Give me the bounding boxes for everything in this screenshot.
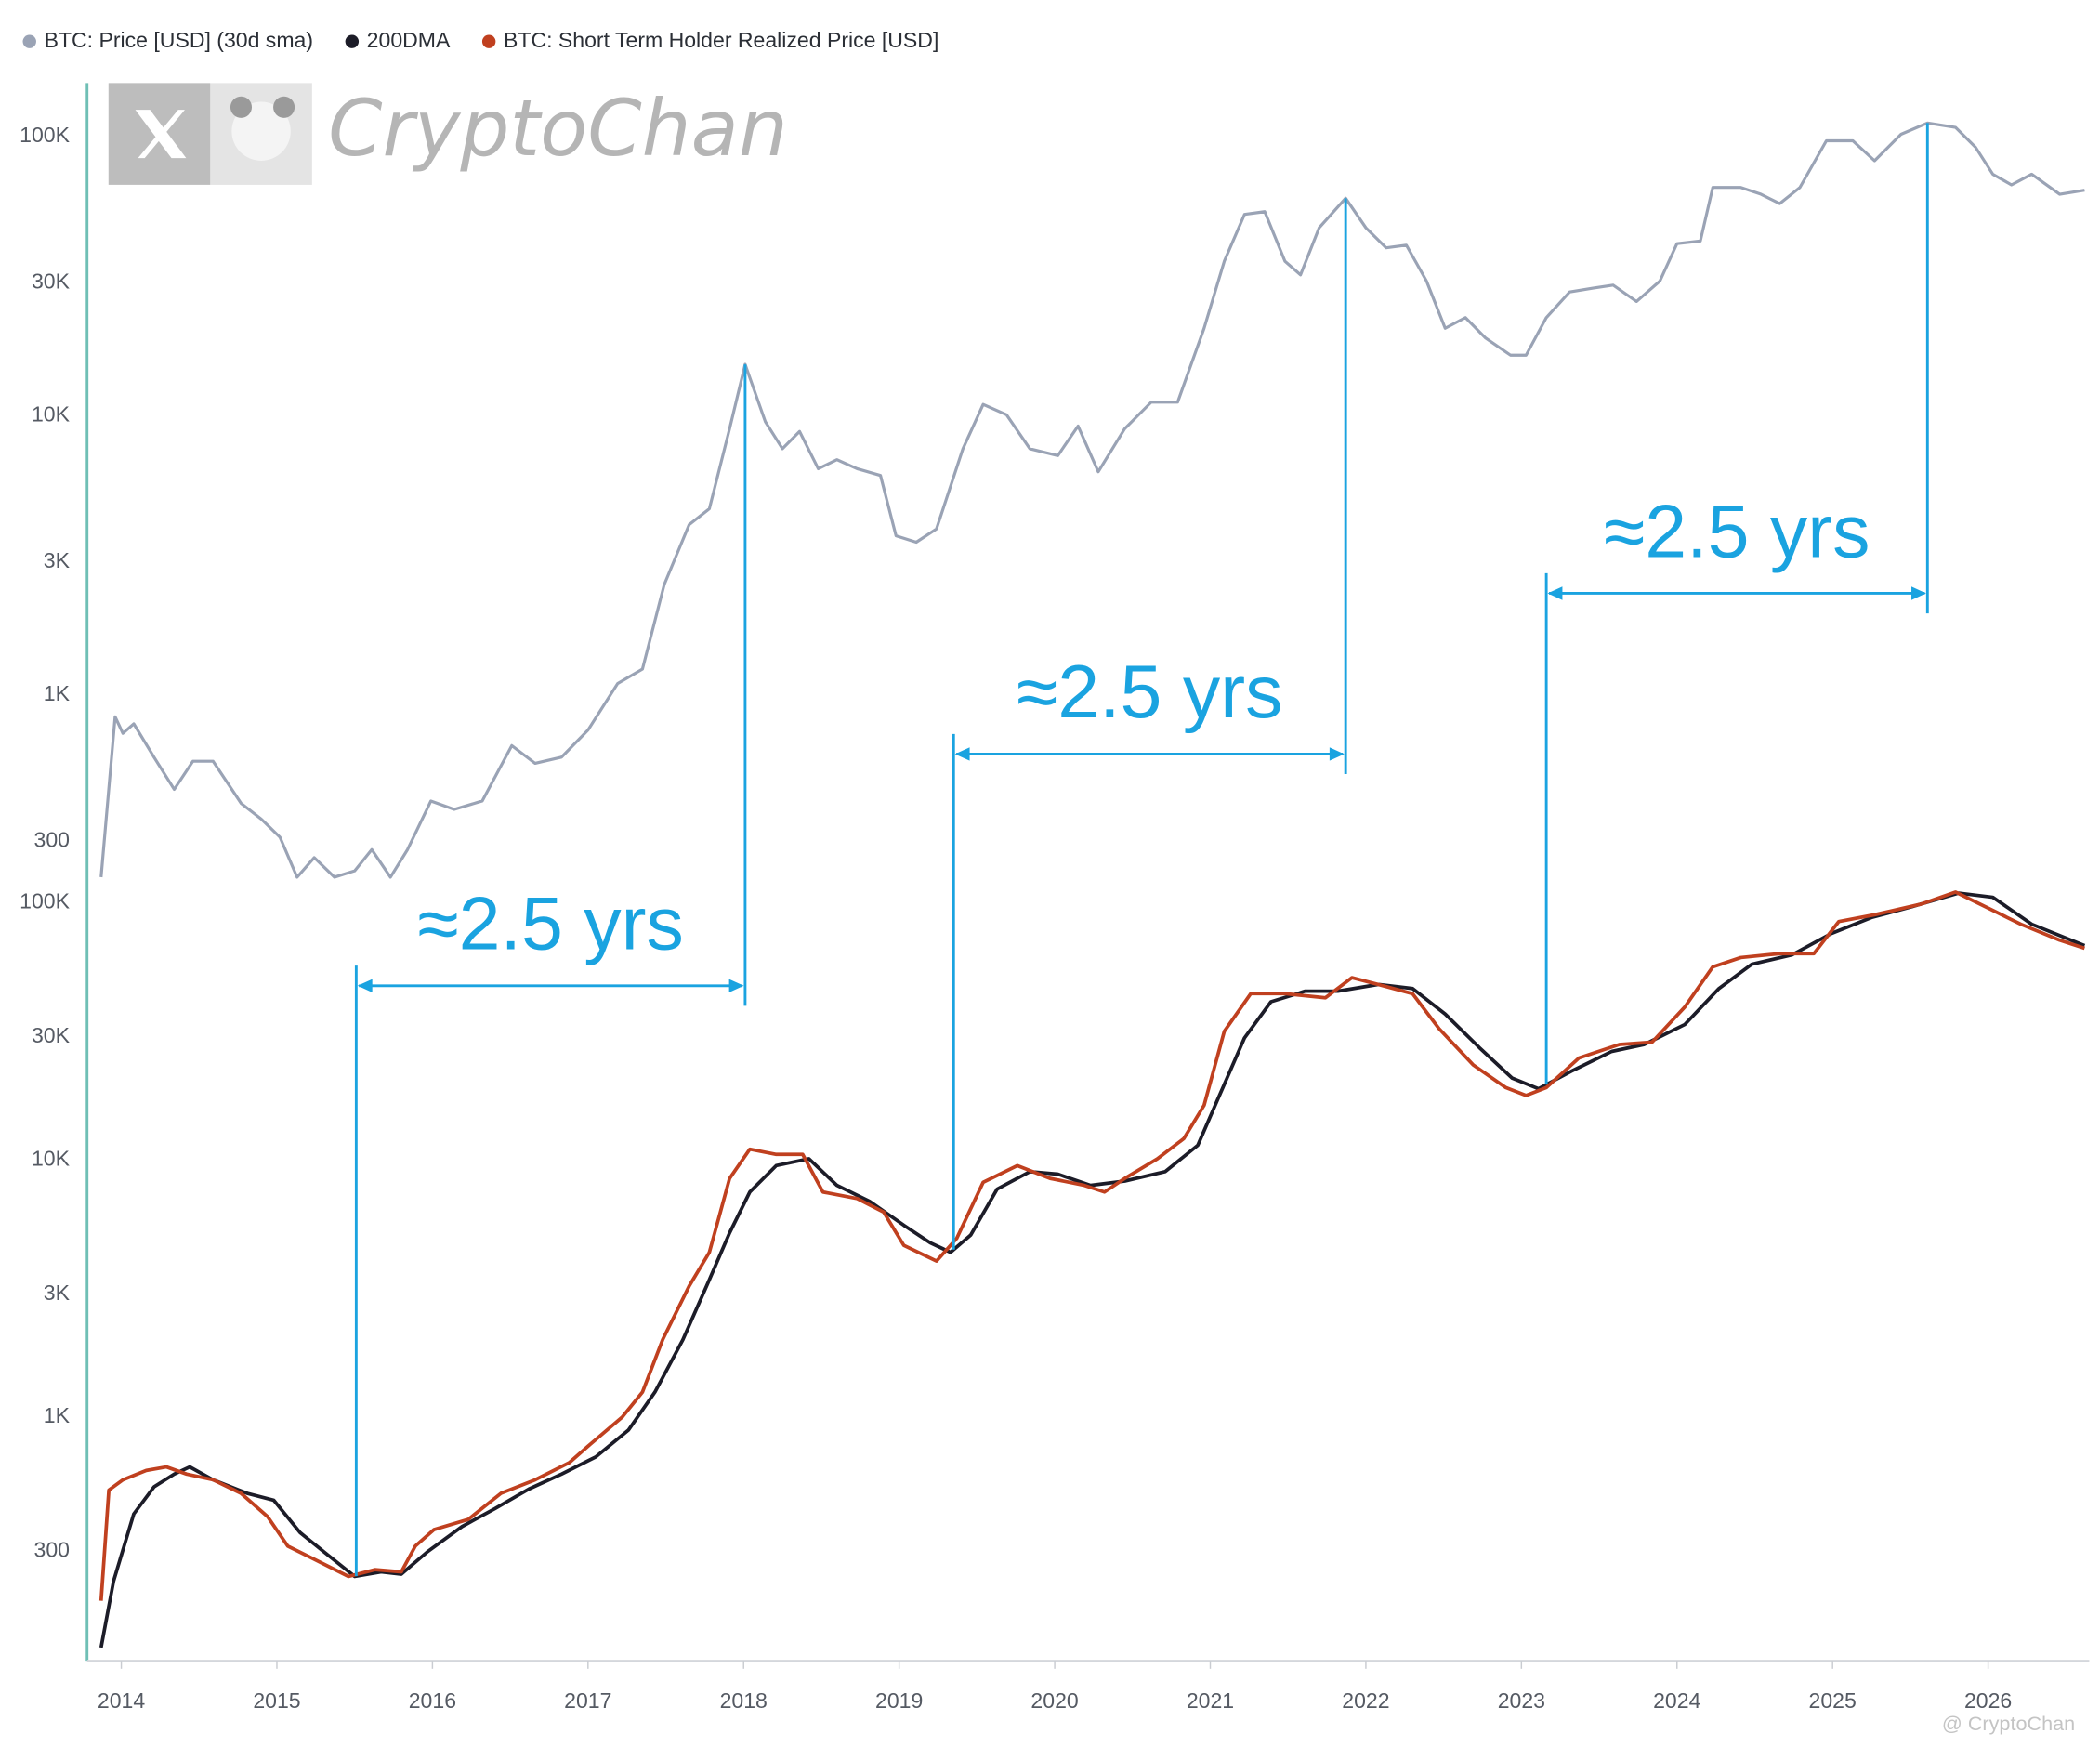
x-tick-label: 2025: [1809, 1688, 1857, 1713]
x-tick-label: 2014: [98, 1688, 145, 1713]
x-tick-label: 2021: [1187, 1688, 1234, 1713]
avatar-ear: [273, 96, 295, 118]
annotation-label: ≈2.5 yrs: [1017, 650, 1282, 734]
legend: BTC: Price [USD] (30d sma) 200DMA BTC: Sho…: [22, 28, 938, 52]
credit: @ CryptoChan: [1942, 1712, 2075, 1735]
legend-label: 200DMA: [367, 28, 451, 52]
series-line: [98, 890, 2085, 1601]
y-tick-label: 100K: [20, 889, 70, 913]
y-tick-label: 1K: [44, 1403, 71, 1427]
x-tick-label: 2018: [720, 1688, 768, 1713]
watermark: CryptoChan: [328, 83, 788, 174]
avatar-face: [231, 101, 291, 161]
x-tick-label: 2016: [409, 1688, 456, 1713]
legend-marker: [345, 34, 360, 48]
arrow-head: [357, 979, 373, 992]
x-tick-label: 2026: [1964, 1688, 2012, 1713]
watermark-logo: [108, 83, 312, 185]
annotation-label: ≈2.5 yrs: [417, 883, 683, 966]
arrow-head: [728, 979, 744, 992]
legend-marker: [22, 34, 36, 48]
arrow-head: [1329, 747, 1345, 761]
x-tick-label: 2022: [1342, 1688, 1389, 1713]
x-logo: [135, 110, 187, 159]
x-tick-label: 2024: [1653, 1688, 1700, 1713]
y-tick-label: 300: [34, 827, 70, 851]
y-tick-label: 100K: [20, 123, 70, 147]
arrow-head: [1547, 586, 1563, 600]
x-tick-label: 2020: [1030, 1688, 1078, 1713]
y-tick-label: 30K: [32, 269, 71, 293]
x-tick-label: 2015: [253, 1688, 300, 1713]
series-line: [98, 891, 2086, 1648]
x-tick-label: 2017: [564, 1688, 611, 1713]
arrow-head: [1911, 586, 1926, 600]
y-tick-label: 300: [34, 1538, 70, 1562]
y-tick-label: 10K: [32, 1146, 71, 1170]
x-tick-label: 2023: [1498, 1688, 1545, 1713]
legend-label: BTC: Short Term Holder Realized Price [U…: [504, 28, 938, 52]
y-tick-label: 10K: [32, 402, 71, 427]
y-tick-label: 3K: [44, 548, 71, 572]
avatar-ear: [230, 96, 252, 118]
y-tick-label: 30K: [32, 1023, 71, 1047]
x-tick-label: 2019: [875, 1688, 923, 1713]
y-tick-label: 3K: [44, 1281, 71, 1305]
arrow-head: [954, 747, 970, 761]
annotation-label: ≈2.5 yrs: [1604, 490, 1870, 573]
legend-label: BTC: Price [USD] (30d sma): [45, 28, 313, 52]
y-tick-label: 1K: [44, 681, 71, 705]
series-line: [99, 121, 2085, 879]
legend-marker: [481, 34, 496, 48]
